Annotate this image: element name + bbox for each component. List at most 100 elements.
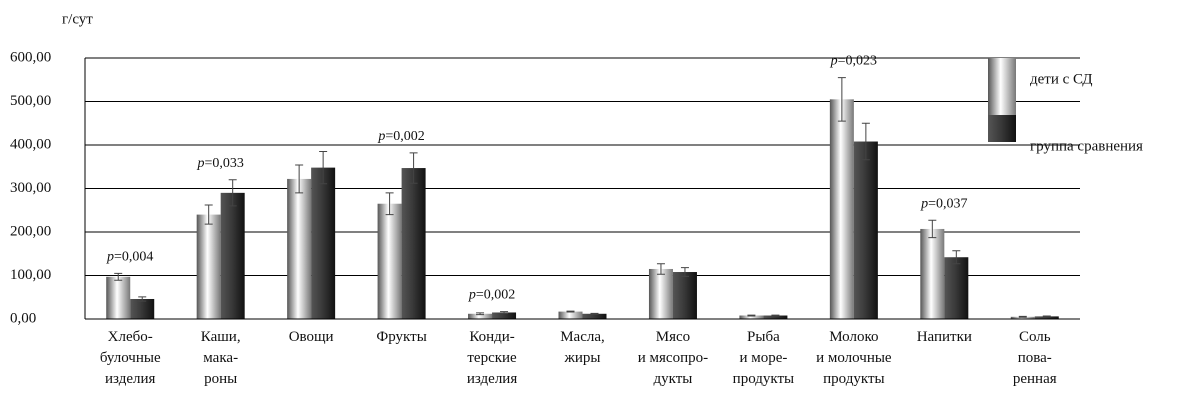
x-tick-label: Масла, жиры [560, 329, 605, 366]
bar [672, 272, 697, 319]
bar [311, 167, 336, 319]
error-bar [1018, 315, 1027, 318]
bar [582, 313, 607, 319]
bar [287, 178, 312, 319]
x-tick-label: Конди-терские изделия [467, 329, 517, 387]
error-bar [385, 192, 394, 216]
bar [401, 168, 426, 319]
x-tick-label: Овощи [289, 329, 334, 345]
x-tick-label-line: продукты [733, 371, 794, 387]
x-tick-label-line: Овощи [289, 329, 334, 345]
y-tick-label: 200,00 [10, 223, 51, 239]
x-tick-label-line: продукты [823, 371, 884, 387]
x-tick-label-line: Рыба [747, 329, 780, 345]
error-bar [204, 204, 213, 225]
y-tick-label: 400,00 [10, 136, 51, 152]
bar [920, 228, 945, 319]
x-tick-label-line: ренная [1013, 371, 1057, 387]
legend-swatch [988, 115, 1016, 142]
bar [106, 276, 131, 319]
x-tick-label: Соль пова-ренная [1013, 329, 1057, 387]
x-tick-label: Каши, мака-роны [201, 329, 241, 387]
p-number: =0,004 [114, 250, 153, 265]
error-bar [928, 219, 937, 239]
x-tick-label: Молоко и молочные продукты [816, 329, 892, 387]
error-bar [319, 151, 328, 185]
p-letter: p [920, 196, 928, 211]
error-bar [656, 263, 665, 275]
bar [558, 311, 583, 319]
p-letter: p [196, 156, 204, 171]
error-bar [409, 152, 418, 184]
p-letter: p [468, 288, 476, 303]
error-bar [590, 312, 599, 315]
error-bar [861, 122, 870, 161]
error-bar [747, 314, 756, 317]
y-tick-label: 100,00 [10, 267, 51, 283]
bar [763, 315, 788, 319]
x-tick-label-line: и молочные [816, 350, 892, 366]
p-value: p=0,033 [196, 156, 243, 171]
x-tick-label-line: дукты [654, 371, 693, 387]
legend-label: дети с СД [1030, 71, 1093, 87]
p-value: p=0,004 [106, 250, 153, 265]
bar [130, 298, 155, 319]
error-bar [228, 179, 237, 207]
p-number: =0,002 [385, 129, 424, 144]
x-tick-label: Рыба и море-продукты [733, 329, 794, 387]
x-tick-label-line: изделия [467, 371, 517, 387]
error-bar [1042, 315, 1051, 318]
p-letter: p [830, 54, 838, 69]
y-tick-label: 300,00 [10, 180, 51, 196]
error-bar [295, 164, 304, 194]
bar [468, 313, 493, 319]
x-tick-label: Хлебо-булочные изделия [100, 329, 161, 387]
bar [196, 214, 221, 319]
x-tick-label-line: изделия [105, 371, 155, 387]
error-bar [500, 311, 509, 314]
error-bar [837, 77, 846, 122]
bar [492, 312, 517, 319]
x-tick-label-line: Хлебо- [108, 329, 153, 345]
x-tick-label-line: Конди- [469, 329, 514, 345]
y-tick-label: 600,00 [10, 49, 51, 65]
p-value: p=0,002 [377, 129, 424, 144]
x-tick-label-line: Масла, [560, 329, 605, 345]
error-bar [952, 250, 961, 265]
p-number: =0,002 [476, 288, 515, 303]
bar [1034, 316, 1059, 319]
error-bar [476, 312, 485, 316]
p-number: =0,037 [928, 196, 967, 211]
bar [220, 192, 245, 319]
bar [853, 141, 878, 319]
bar [648, 268, 673, 319]
y-axis-label: г/сут [62, 11, 93, 27]
p-number: =0,033 [204, 156, 243, 171]
x-tick-label: Напитки [917, 329, 972, 345]
x-tick-label-line: Мясо [656, 329, 690, 345]
legend-swatch [988, 58, 1016, 115]
x-tick-label-line: мака- [203, 350, 238, 366]
x-tick-label-line: Фрукты [376, 329, 426, 345]
p-number: =0,023 [838, 54, 877, 69]
p-letter: p [377, 129, 385, 144]
error-bar [566, 310, 575, 313]
x-tick-label-line: булочные [100, 350, 161, 366]
x-tick-label-line: Соль [1019, 329, 1051, 345]
p-value: p=0,002 [468, 288, 515, 303]
x-tick-label-line: терские [467, 350, 517, 366]
x-tick-label-line: Каши, [201, 329, 241, 345]
x-tick-label-line: Напитки [917, 329, 972, 345]
bar [739, 315, 764, 319]
bar [829, 99, 854, 319]
x-tick-label-line: роны [204, 371, 237, 387]
y-tick-label: 500,00 [10, 93, 51, 109]
x-tick-label-line: Молоко [829, 329, 878, 345]
p-value: p=0,037 [920, 196, 967, 211]
x-tick-label-line: и море- [739, 350, 787, 366]
x-tick-label: Фрукты [376, 329, 426, 345]
bar [944, 257, 969, 319]
bar [377, 203, 402, 319]
x-tick-label-line: и мясопро- [638, 350, 708, 366]
